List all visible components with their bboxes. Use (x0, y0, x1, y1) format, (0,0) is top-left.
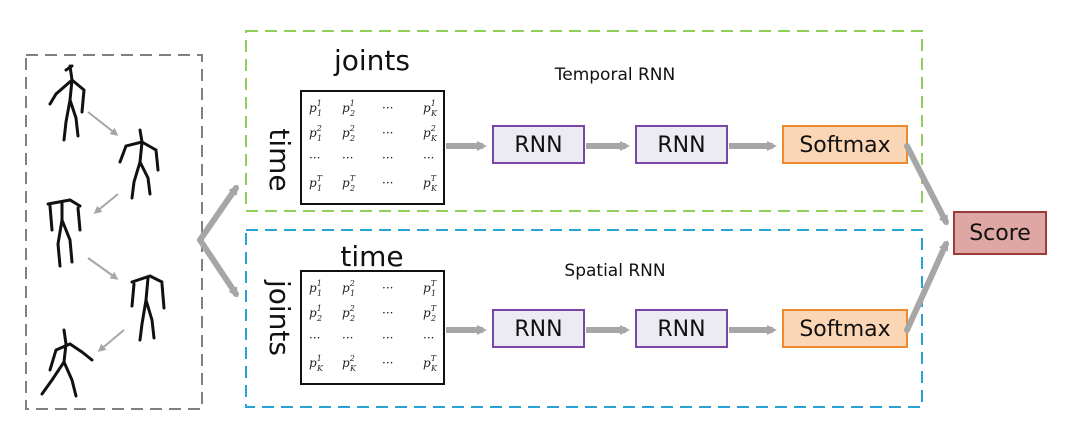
spatial-softmax-box (782, 309, 908, 348)
temporal-matrix-side-label: time (263, 128, 296, 191)
sequence-arrow (97, 329, 125, 352)
spatial-matrix-cell-r1-c2: p2 1 (342, 279, 355, 298)
skeleton-pose-icon (46, 198, 82, 268)
fork-arrows (197, 184, 239, 298)
score-label: Score (969, 221, 1031, 246)
spatial-matrix (300, 270, 445, 385)
temporal-matrix-top-label: joints (333, 44, 410, 77)
temporal-rnn-2-label: RNN (657, 133, 705, 158)
input-panel-border (25, 54, 203, 410)
skeleton-pose-icon (40, 328, 94, 398)
temporal-matrix-cells: p1 1 p1 2 ··· p1 K p2 1 p2 2 ··· p2 K ··· ··· ··· ··· pT 1 p… (309, 99, 438, 193)
temporal-matrix-cell-r3-c1: ··· (309, 151, 320, 165)
input-skeleton-panel (25, 54, 203, 410)
spatial-matrix-top-label: time (340, 240, 403, 273)
spatial-rnn-1-label: RNN (514, 317, 562, 342)
temporal-matrix-cell-r2-c3: ··· (382, 126, 393, 140)
skeleton-pose-icon (118, 128, 160, 200)
temporal-matrix (300, 90, 445, 205)
temporal-branch-title: Temporal RNN (554, 65, 676, 85)
skeleton-pose-icon (48, 64, 86, 142)
spatial-branch: Spatial RNN time joints p1 1 p2 1 ··· pT 1p1 2 p… (245, 229, 923, 408)
spatial-matrix-cell-r4-c1: p1 K (309, 354, 324, 373)
spatial-rnn-1-box (492, 309, 585, 348)
sequence-arrow (87, 257, 119, 280)
score-box (953, 211, 1047, 255)
temporal-matrix-cell-r2-c1: p2 1 (309, 124, 322, 143)
temporal-matrix-cell-r2-c2: p2 2 (342, 124, 355, 143)
spatial-matrix-cell-r1-c3: ··· (382, 281, 393, 295)
spatial-matrix-cell-r4-c3: ··· (382, 356, 393, 370)
spatial-matrix-cell-r2-c1: p1 2 (309, 304, 322, 323)
temporal-rnn-1-box (492, 125, 585, 164)
spatial-matrix-cell-r3-c1: ··· (309, 331, 320, 345)
temporal-matrix-cell-r4-c4: pT K (423, 174, 438, 193)
spatial-matrix-cell-r4-c2: p2 K (342, 354, 357, 373)
temporal-matrix-cell-r4-c2: pT 2 (342, 174, 356, 193)
spatial-branch-title: Spatial RNN (564, 261, 665, 281)
temporal-matrix-cell-r4-c3: ··· (382, 176, 393, 190)
temporal-matrix-cell-r2-c4: p2 K (423, 124, 438, 143)
spatial-rnn-2-box (635, 309, 728, 348)
sequence-arrow (87, 111, 119, 136)
temporal-softmax-label: Softmax (799, 133, 890, 158)
temporal-matrix-cell-r3-c3: ··· (382, 151, 393, 165)
spatial-matrix-cell-r3-c4: ··· (423, 331, 434, 345)
spatial-rnn-2-label: RNN (657, 317, 705, 342)
sequence-arrow (93, 193, 119, 214)
temporal-matrix-cell-r1-c2: p1 2 (342, 99, 355, 118)
temporal-to-score-arrow (904, 143, 949, 226)
spatial-matrix-cell-r1-c4: pT 1 (423, 279, 437, 298)
spatial-matrix-cell-r2-c3: ··· (382, 306, 393, 320)
temporal-branch: Temporal RNN joints time p1 1 p1 2 ··· p1 K p2 1… (245, 30, 923, 212)
spatial-matrix-cell-r2-c2: p2 2 (342, 304, 355, 323)
spatial-softmax-label: Softmax (799, 317, 890, 342)
spatial-matrix-side-label: joints (263, 279, 296, 356)
spatial-matrix-cells: p1 1 p2 1 ··· pT 1 p1 2 p2 2 ··· pT 2 ··· ··· ··· ··· p1 K p… (309, 279, 438, 373)
temporal-matrix-cell-r4-c1: pT 1 (309, 174, 323, 193)
temporal-matrix-cell-r3-c4: ··· (423, 151, 434, 165)
spatial-matrix-cell-r4-c4: pT K (423, 354, 438, 373)
temporal-rnn-1-label: RNN (514, 133, 562, 158)
spatial-branch-border (245, 229, 923, 408)
spatial-matrix-cell-r3-c2: ··· (342, 331, 353, 345)
temporal-branch-border (245, 30, 923, 212)
spatial-matrix-cell-r1-c1: p1 1 (309, 279, 322, 298)
temporal-softmax-box (782, 125, 908, 164)
spatial-matrix-cell-r3-c3: ··· (382, 331, 393, 345)
skeleton-pose-icon (130, 274, 166, 342)
temporal-matrix-cell-r1-c3: ··· (382, 101, 393, 115)
temporal-matrix-cell-r1-c1: p1 1 (309, 99, 322, 118)
temporal-rnn-2-box (635, 125, 728, 164)
temporal-matrix-cell-r1-c4: p1 K (423, 99, 438, 118)
spatial-matrix-cell-r2-c4: pT 2 (423, 304, 437, 323)
spatial-to-score-arrow (904, 240, 949, 333)
temporal-matrix-cell-r3-c2: ··· (342, 151, 353, 165)
